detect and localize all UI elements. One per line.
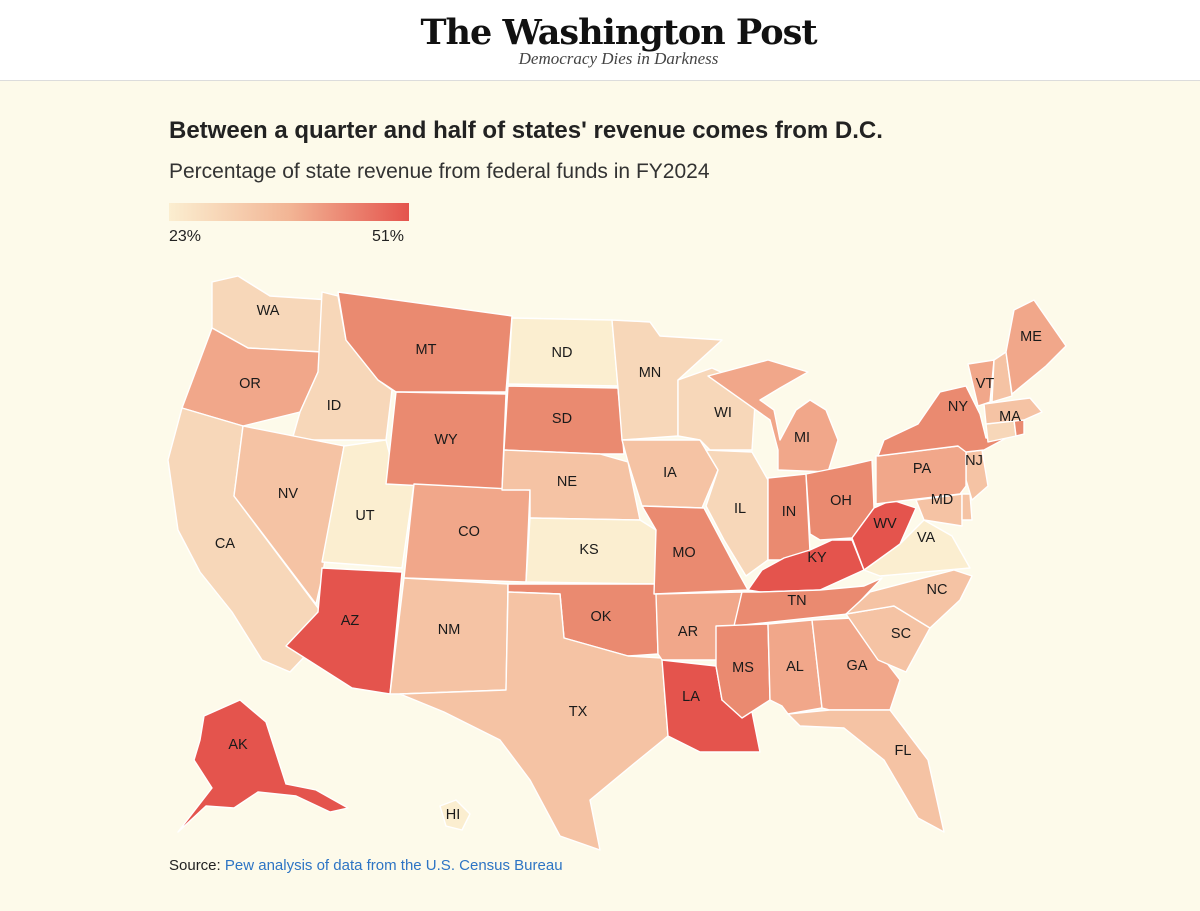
source-line: Source: Pew analysis of data from the U.… — [169, 857, 563, 874]
legend-gradient — [169, 203, 409, 221]
state-label-md: MD — [931, 492, 954, 508]
state-label-ia: IA — [663, 465, 677, 481]
state-label-wv: WV — [873, 516, 897, 532]
chart-subtitle: Percentage of state revenue from federal… — [169, 160, 710, 183]
legend-min-label: 23% — [169, 228, 202, 245]
state-label-ma: MA — [999, 409, 1021, 425]
state-label-il: IL — [734, 501, 746, 517]
state-label-az: AZ — [341, 613, 360, 629]
state-fl[interactable] — [787, 709, 945, 833]
state-label-co: CO — [458, 524, 480, 540]
state-hi[interactable] — [439, 799, 471, 831]
state-ak[interactable] — [177, 699, 349, 833]
state-label-hi: HI — [446, 807, 461, 823]
state-label-mi: MI — [794, 430, 810, 446]
state-label-mt: MT — [416, 342, 437, 358]
brand-tagline: Democracy Dies in Darkness — [518, 49, 719, 68]
state-label-or: OR — [239, 376, 261, 392]
state-label-tn: TN — [787, 593, 806, 609]
state-wv[interactable] — [851, 499, 917, 571]
state-tx[interactable] — [399, 591, 669, 851]
state-az[interactable] — [285, 567, 403, 695]
state-label-nv: NV — [278, 486, 298, 502]
state-nh[interactable] — [991, 351, 1013, 403]
state-label-mo: MO — [672, 545, 695, 561]
state-label-sd: SD — [552, 411, 572, 427]
state-label-ky: KY — [807, 550, 827, 566]
state-de[interactable] — [961, 493, 973, 521]
state-label-id: ID — [327, 398, 342, 414]
state-il[interactable] — [705, 449, 769, 577]
state-label-al: AL — [786, 659, 804, 675]
state-label-ks: KS — [579, 542, 598, 558]
state-label-me: ME — [1020, 329, 1042, 345]
state-nv[interactable] — [233, 425, 345, 605]
state-label-wi: WI — [714, 405, 732, 421]
state-me[interactable] — [1005, 299, 1067, 395]
state-sd[interactable] — [503, 385, 625, 455]
state-mi[interactable] — [707, 359, 839, 473]
state-label-ar: AR — [678, 624, 698, 640]
chart-title: Between a quarter and half of states' re… — [169, 117, 883, 144]
state-label-ms: MS — [732, 660, 754, 676]
brand-logo[interactable]: The Washington Post — [420, 12, 818, 53]
source-link[interactable]: Pew analysis of data from the U.S. Censu… — [224, 857, 563, 874]
state-label-wa: WA — [257, 303, 280, 319]
state-label-vt: VT — [976, 376, 995, 392]
state-label-tx: TX — [569, 704, 588, 720]
state-label-nj: NJ — [965, 453, 983, 469]
state-label-va: VA — [917, 530, 936, 546]
state-label-nd: ND — [552, 345, 573, 361]
state-label-la: LA — [682, 689, 700, 705]
state-vt[interactable] — [967, 359, 995, 407]
masthead: The Washington Post Democracy Dies in Da… — [0, 0, 1200, 81]
state-label-wy: WY — [434, 432, 458, 448]
state-label-oh: OH — [830, 493, 852, 509]
state-nc[interactable] — [845, 569, 973, 629]
state-label-pa: PA — [913, 461, 932, 477]
state-label-ny: NY — [948, 399, 968, 415]
state-label-mn: MN — [639, 365, 662, 381]
source-prefix: Source: — [169, 857, 221, 874]
state-label-in: IN — [782, 504, 797, 520]
state-label-sc: SC — [891, 626, 911, 642]
state-label-nm: NM — [438, 622, 461, 638]
state-label-ut: UT — [355, 508, 374, 524]
state-label-ok: OK — [591, 609, 612, 625]
state-label-ca: CA — [215, 536, 235, 552]
state-label-ak: AK — [228, 737, 248, 753]
state-ma[interactable] — [983, 397, 1043, 425]
legend-max-label: 51% — [372, 228, 405, 245]
state-label-ga: GA — [847, 658, 868, 674]
state-label-fl: FL — [895, 743, 912, 759]
state-label-ne: NE — [557, 474, 577, 490]
state-label-nc: NC — [927, 582, 948, 598]
